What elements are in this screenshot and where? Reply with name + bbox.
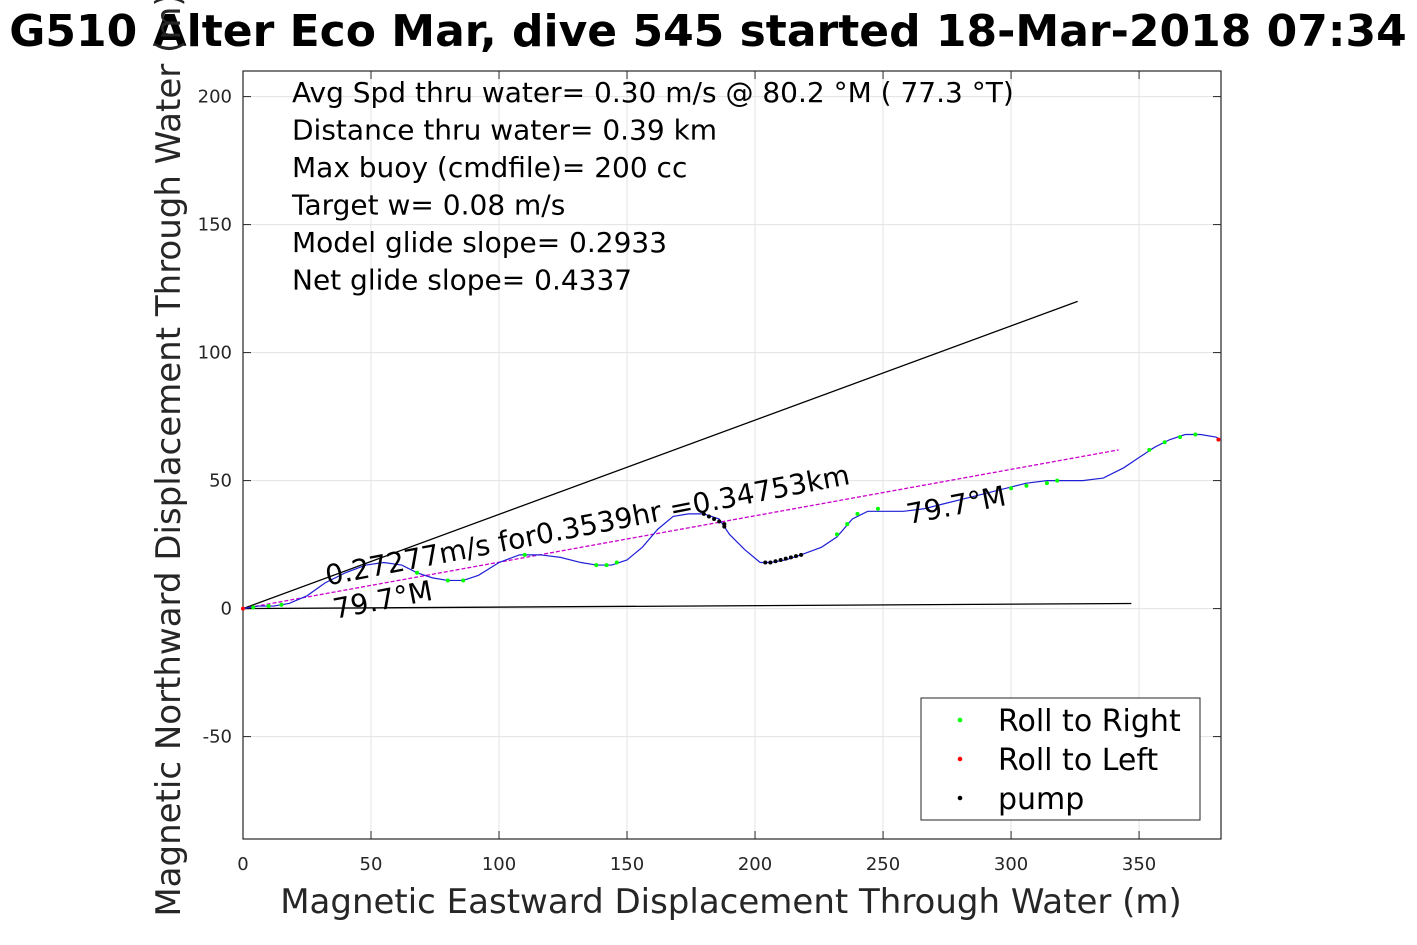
legend-marker <box>957 795 963 801</box>
data-point <box>773 559 778 564</box>
data-point <box>614 560 619 565</box>
x-axis-label: Magnetic Eastward Displacement Through W… <box>280 882 1182 922</box>
y-tick-label: 100 <box>198 343 232 364</box>
data-point <box>875 506 880 511</box>
data-point <box>763 560 768 565</box>
x-tick-label: 350 <box>1122 854 1156 875</box>
x-tick-label: 100 <box>482 854 516 875</box>
reference-line <box>242 300 1078 610</box>
data-point <box>722 524 727 529</box>
legend-label: Roll to Left <box>998 743 1158 778</box>
x-tick-label: 150 <box>610 854 644 875</box>
info-line: Model glide slope= 0.2933 <box>292 226 667 259</box>
legend-marker <box>957 756 963 762</box>
data-point <box>241 606 245 611</box>
legend-label: pump <box>998 782 1084 817</box>
series-layer <box>241 432 1222 611</box>
y-axis-label: Magnetic Northward Displacement Through … <box>149 0 189 917</box>
data-point <box>1044 481 1049 486</box>
data-point <box>788 555 793 560</box>
data-point <box>1193 432 1198 437</box>
info-line: Distance thru water= 0.39 km <box>292 114 717 147</box>
info-line: Target w= 0.08 m/s <box>291 189 565 222</box>
chart-title: G510 Alter Eco Mar, dive 545 started 18-… <box>9 6 1406 57</box>
x-tick-label: 300 <box>994 854 1028 875</box>
y-tick-label: 150 <box>198 215 232 236</box>
data-point <box>1216 437 1221 442</box>
data-point <box>1162 440 1167 445</box>
data-point <box>834 532 839 537</box>
y-axis: -50 0 50 100 150 200 <box>198 87 1221 748</box>
x-tick-label: 50 <box>360 854 383 875</box>
legend-label: Roll to Right <box>998 704 1181 739</box>
x-tick-label: 200 <box>738 854 772 875</box>
info-block: Avg Spd thru water= 0.30 m/s @ 80.2 °M (… <box>291 76 1014 297</box>
x-axis: 0 50 100 150 200 250 300 350 <box>237 71 1156 875</box>
data-point <box>701 511 706 516</box>
data-point <box>845 522 850 527</box>
y-tick-label: 0 <box>221 599 232 620</box>
data-point <box>778 557 783 562</box>
plot-box <box>242 70 1222 840</box>
data-point <box>279 602 284 607</box>
data-point <box>461 578 466 583</box>
data-point <box>1147 447 1152 452</box>
legend-box <box>920 697 1201 821</box>
y-tick-label: 200 <box>198 87 232 108</box>
data-point <box>855 511 860 516</box>
x-tick-label: 250 <box>866 854 900 875</box>
data-point <box>1055 478 1060 483</box>
reference-line <box>242 602 1132 610</box>
data-point <box>251 605 256 610</box>
data-point <box>799 552 804 557</box>
data-point <box>604 563 609 568</box>
data-point <box>768 560 773 565</box>
data-point <box>783 556 788 561</box>
y-tick-label: 50 <box>209 471 232 492</box>
data-point <box>717 519 722 524</box>
x-tick-label: 0 <box>237 854 248 875</box>
data-point <box>712 517 717 521</box>
legend-marker <box>957 717 963 723</box>
data-point <box>794 554 799 559</box>
data-point <box>522 552 527 557</box>
data-point <box>445 578 450 583</box>
track-line <box>242 433 1222 610</box>
info-line: Max buoy (cmdfile)= 200 cc <box>292 151 687 184</box>
info-line: Net glide slope= 0.4337 <box>292 264 632 297</box>
data-point <box>594 563 599 568</box>
reference-line <box>242 449 1119 610</box>
reference-lines <box>242 300 1132 610</box>
legend: Roll to Right Roll to Left pump <box>920 697 1201 821</box>
data-point <box>1009 486 1014 491</box>
y-tick-label: -50 <box>203 727 232 748</box>
data-point <box>266 604 271 609</box>
data-point <box>1024 483 1029 488</box>
info-line: Avg Spd thru water= 0.30 m/s @ 80.2 °M (… <box>292 76 1014 109</box>
data-point <box>706 514 711 519</box>
data-point <box>1178 435 1183 440</box>
data-point <box>415 570 420 575</box>
